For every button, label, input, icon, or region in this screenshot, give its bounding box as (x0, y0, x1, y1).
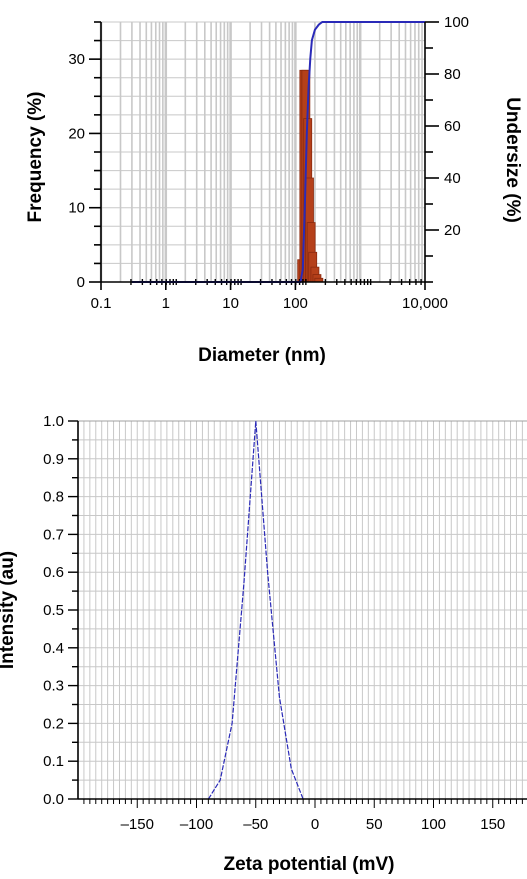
chart1-y-tick-labels: 0 10 20 30 (68, 51, 85, 291)
chart2-y-tick-label: 0.3 (43, 678, 64, 695)
chart2-x-tick-label: –100 (180, 816, 213, 833)
chart1-y2-tick-label: 20 (444, 222, 461, 239)
chart1-x-tick-label: 1 (162, 295, 170, 312)
chart2-x-tick-label: 50 (366, 816, 383, 833)
chart2-y-tick-label: 0.4 (43, 640, 64, 657)
chart1-x-tick-label: 100 (283, 295, 308, 312)
chart1-y-tick-label: 20 (68, 125, 85, 142)
chart2-gridlines (78, 420, 527, 799)
chart1-y-tick-label: 0 (77, 274, 85, 291)
chart1-x-tick-label: 0.1 (91, 295, 112, 312)
chart2-x-axis-title: Zeta potential (mV) (223, 854, 394, 875)
size-distribution-chart: 0.1 1 10 100 10,000 0 10 20 30 20 40 60 80 100 Diam… (25, 14, 523, 366)
chart1-y2-tick-label: 40 (444, 170, 461, 187)
chart1-gridlines (99, 21, 425, 283)
chart2-x-tick-label: –150 (121, 816, 154, 833)
chart1-undersize-line (131, 21, 425, 283)
chart2-y-tick-label: 0.7 (43, 526, 64, 543)
chart1-y-tick-label: 10 (68, 200, 85, 217)
chart2-y-tick-label: 0.1 (43, 753, 64, 770)
chart1-y-tick-label: 30 (68, 51, 85, 68)
chart2-y-tick-labels: 0.0 0.1 0.2 0.3 0.4 0.5 0.6 0.7 0.8 0.9 1.0 (43, 413, 64, 808)
chart2-y-tick-label: 1.0 (43, 413, 64, 430)
chart2-x-tick-label: 0 (311, 816, 319, 833)
chart2-y-tick-label: 0.5 (43, 602, 64, 619)
chart1-y2-axis-title: Undersize (%) (502, 97, 523, 223)
chart1-y2-tick-label: 100 (444, 14, 469, 31)
chart1-axes (89, 21, 439, 290)
chart2-x-tick-label: 100 (421, 816, 446, 833)
chart2-x-tick-label: 150 (480, 816, 505, 833)
chart2-intensity-line (207, 420, 304, 800)
chart2-y-tick-label: 0.2 (43, 715, 64, 732)
chart2-y-tick-label: 0.0 (43, 791, 64, 808)
chart2-y-axis-title: Intensity (au) (0, 551, 18, 669)
chart1-y-axis-title: Frequency (%) (25, 92, 46, 223)
chart2-y-tick-label: 0.6 (43, 564, 64, 581)
chart1-x-tick-label: 10 (222, 295, 239, 312)
chart1-y2-tick-label: 60 (444, 118, 461, 135)
chart2-y-tick-label: 0.9 (43, 451, 64, 468)
chart2-x-tick-labels: –150 –100 –50 0 50 100 150 (121, 816, 506, 833)
chart1-y2-tick-label: 80 (444, 66, 461, 83)
chart1-x-tick-label: 10,000 (402, 295, 448, 312)
zeta-potential-chart: –150 –100 –50 0 50 100 150 0.00.10.20.30.40.50… (0, 413, 527, 875)
chart1-y2-tick-labels: 20 40 60 80 100 (444, 14, 469, 239)
chart1-x-axis-title: Diameter (nm) (198, 345, 326, 366)
chart2-axes (68, 420, 527, 808)
chart1-x-tick-labels: 0.1 1 10 100 10,000 (91, 295, 448, 312)
chart2-y-tick-label: 0.8 (43, 489, 64, 506)
chart2-x-tick-label: –50 (243, 816, 268, 833)
